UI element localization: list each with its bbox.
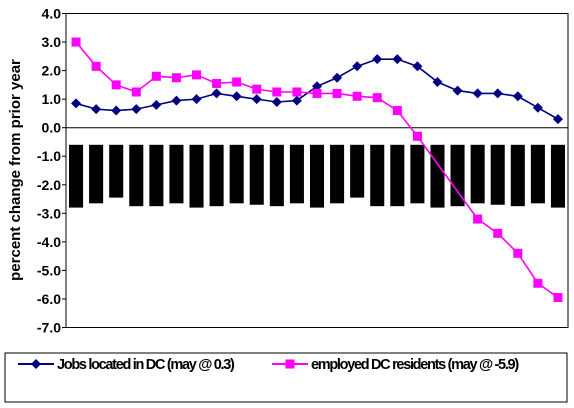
data-point xyxy=(552,114,563,125)
y-tick-label: 1.0 xyxy=(42,91,62,107)
data-point xyxy=(332,88,342,98)
data-point xyxy=(392,106,402,116)
data-point xyxy=(473,214,483,224)
data-point xyxy=(71,98,82,109)
bar xyxy=(530,144,545,204)
data-point xyxy=(212,78,222,88)
data-point xyxy=(493,228,503,238)
data-point xyxy=(513,248,523,258)
bar xyxy=(550,144,565,208)
legend-jobs-label: Jobs located in DC (may @ 0.3) xyxy=(57,357,235,373)
y-axis-label: percent change from prior year xyxy=(7,59,24,281)
data-point xyxy=(171,73,181,83)
legend-residents-square-icon xyxy=(285,359,295,369)
data-point xyxy=(291,95,302,106)
data-point xyxy=(71,37,81,47)
data-point xyxy=(412,131,422,141)
data-point xyxy=(533,278,543,288)
bar xyxy=(209,144,224,207)
bar xyxy=(89,144,104,204)
data-point xyxy=(171,95,182,106)
y-tick-label: -1.0 xyxy=(37,148,61,164)
bar xyxy=(390,144,405,207)
data-point xyxy=(412,61,423,72)
legend-entry-jobs: Jobs located in DC (may @ 0.3) xyxy=(18,357,236,373)
bar xyxy=(490,144,505,205)
y-tick-label: 2.0 xyxy=(42,63,62,79)
bar xyxy=(430,144,445,208)
data-point xyxy=(472,88,483,99)
bar xyxy=(169,144,184,204)
bar xyxy=(109,144,124,198)
bar xyxy=(149,144,164,207)
data-point xyxy=(271,96,282,107)
y-tick-label: -3.0 xyxy=(37,205,61,221)
y-tick-label: -2.0 xyxy=(37,177,61,193)
data-point xyxy=(231,91,242,102)
data-point xyxy=(91,104,102,115)
data-point xyxy=(252,84,262,94)
y-tick-label: -4.0 xyxy=(37,234,61,250)
data-point xyxy=(131,87,141,97)
bar xyxy=(410,144,425,204)
bar xyxy=(309,144,325,208)
series-layer xyxy=(71,37,563,303)
bar xyxy=(269,144,284,207)
data-point xyxy=(312,88,322,98)
data-point xyxy=(352,91,362,101)
data-point xyxy=(211,88,222,99)
data-point xyxy=(292,87,302,97)
data-point xyxy=(512,91,523,102)
data-point xyxy=(312,81,322,92)
bar xyxy=(330,144,345,204)
data-point xyxy=(111,80,121,90)
y-tick-label: 0.0 xyxy=(42,120,62,136)
data-point xyxy=(192,70,202,80)
data-point xyxy=(532,102,543,113)
legend-entry-residents: employed DC residents (may @ -5.9) xyxy=(272,357,521,373)
data-point xyxy=(251,94,262,105)
data-point xyxy=(432,77,443,88)
y-tick-label: 3.0 xyxy=(42,34,62,50)
bar xyxy=(289,144,304,204)
bar xyxy=(510,144,525,207)
data-point xyxy=(553,293,563,303)
bar xyxy=(370,144,385,207)
legend-jobs-diamond-icon xyxy=(31,359,41,369)
data-point xyxy=(151,71,161,81)
data-point xyxy=(332,72,343,83)
data-point xyxy=(191,94,202,105)
data-point xyxy=(232,77,242,87)
bar xyxy=(249,144,264,205)
bar xyxy=(189,144,204,208)
bar xyxy=(450,144,465,207)
bar xyxy=(350,144,365,198)
data-point xyxy=(372,54,383,65)
bar xyxy=(470,144,485,204)
y-tick-label: -5.0 xyxy=(37,262,61,278)
data-point xyxy=(111,105,122,116)
bar xyxy=(229,144,244,204)
data-point xyxy=(272,87,282,97)
data-point xyxy=(352,61,363,72)
data-point xyxy=(372,93,382,103)
data-point xyxy=(91,61,101,71)
bar xyxy=(129,144,144,207)
y-ticks: 4.0 3.0 2.0 1.0 0.0 -1.0 -2.0 -3.0 -4.0 -5.0 -6.0 -… xyxy=(37,6,66,336)
y-tick-label: 4.0 xyxy=(42,6,62,22)
data-point xyxy=(492,88,503,99)
data-point xyxy=(452,85,463,96)
data-point xyxy=(131,104,142,115)
data-point xyxy=(151,99,162,110)
bars-layer xyxy=(69,144,565,208)
data-point xyxy=(392,54,403,65)
y-tick-label: -6.0 xyxy=(37,291,61,307)
legend-residents-label: employed DC residents (may @ -5.9) xyxy=(311,357,519,373)
y-tick-label: -7.0 xyxy=(37,320,61,336)
bar xyxy=(69,144,84,208)
